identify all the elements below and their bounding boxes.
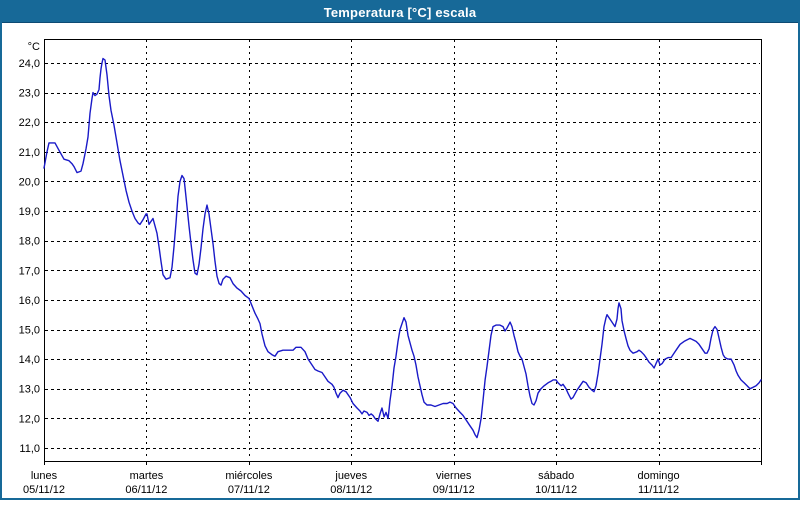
- y-tick-label: 18,0: [19, 236, 40, 248]
- x-tick-day-label: martes: [130, 470, 164, 482]
- y-gridlines: [45, 63, 760, 449]
- x-axis-ticks: [44, 461, 762, 465]
- x-tick-date-label: 05/11/12: [23, 484, 65, 496]
- plot-border: [44, 39, 762, 462]
- window-title: Temperatura [°C] escala: [323, 4, 477, 20]
- x-tick-date-label: 09/11/12: [433, 484, 475, 496]
- y-tick-label: 16,0: [19, 295, 40, 307]
- y-tick-label: 20,0: [19, 176, 40, 188]
- x-tick-day-label: domingo: [637, 470, 679, 482]
- x-tick-date-label: 11/11/12: [638, 484, 679, 496]
- y-tick-label: 14,0: [19, 354, 40, 366]
- x-tick-day-label: jueves: [334, 470, 367, 482]
- y-axis-unit-label: °C: [28, 41, 40, 53]
- x-tick-date-label: 10/11/12: [535, 484, 577, 496]
- x-tick-day-label: sábado: [538, 470, 574, 482]
- x-axis-labels: lunes 05/11/12 martes 06/11/12 miércoles 07/1…: [23, 470, 680, 496]
- y-tick-label: 24,0: [19, 58, 40, 70]
- x-tick-day-label: viernes: [436, 470, 472, 482]
- y-axis-labels: °C 24,0 23,0 22,0 21,0 20,0 19,0 18,0 17,0 16,0 15…: [19, 41, 40, 455]
- y-tick-label: 11,0: [19, 443, 40, 455]
- y-tick-label: 22,0: [19, 117, 40, 129]
- x-tick-day-label: miércoles: [225, 470, 273, 482]
- temperature-series-line: [43, 57, 762, 439]
- window-title-bar: Temperatura [°C] escala: [2, 2, 798, 23]
- y-tick-label: 21,0: [19, 147, 40, 159]
- y-tick-label: 15,0: [19, 325, 40, 337]
- x-gridlines: [146, 40, 660, 460]
- y-tick-label: 12,0: [19, 413, 40, 425]
- x-tick-date-label: 07/11/12: [228, 484, 270, 496]
- y-tick-label: 13,0: [19, 384, 40, 396]
- x-tick-day-label: lunes: [31, 470, 58, 482]
- y-tick-label: 19,0: [19, 206, 40, 218]
- x-tick-date-label: 06/11/12: [125, 484, 167, 496]
- y-tick-label: 23,0: [19, 88, 40, 100]
- y-tick-label: 17,0: [19, 265, 40, 277]
- x-tick-date-label: 08/11/12: [330, 484, 372, 496]
